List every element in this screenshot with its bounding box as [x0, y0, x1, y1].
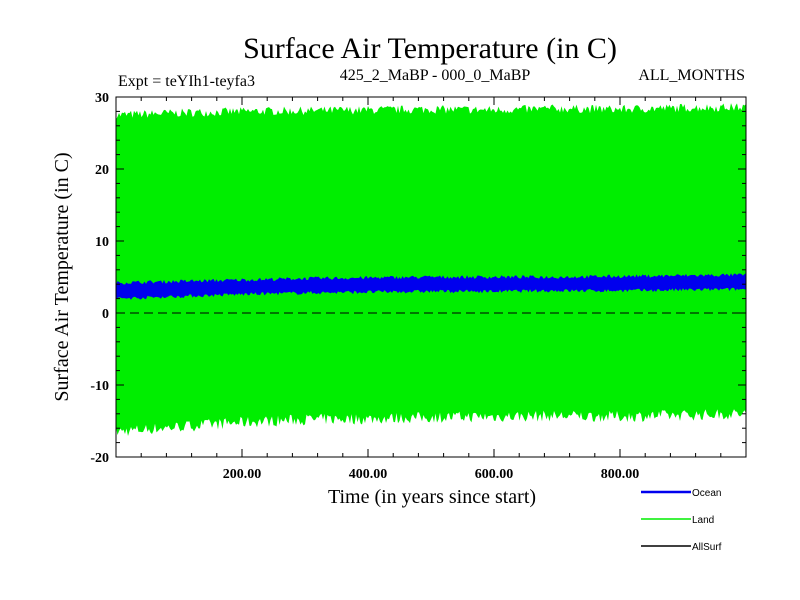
y-tick-label: 10	[95, 235, 109, 250]
subtitle-center: 425_2_MaBP - 000_0_MaBP	[340, 67, 531, 84]
legend-label-ocean: Ocean	[692, 488, 721, 499]
plot-frame	[115, 96, 747, 458]
legend: Ocean Land AllSurf	[641, 488, 722, 553]
y-tick-label: 30	[95, 91, 109, 106]
x-tick-label: 400.00	[349, 467, 388, 482]
y-tick-label: -10	[90, 379, 109, 394]
series-ocean-band	[116, 273, 746, 300]
y-tick-label: 0	[102, 307, 109, 322]
x-axis-label: Time (in years since start)	[328, 486, 536, 508]
x-tick-label: 800.00	[601, 467, 640, 482]
chart-title: Surface Air Temperature (in C)	[243, 32, 617, 65]
y-tick-label: -20	[90, 451, 109, 466]
series-land-band	[116, 103, 746, 436]
plot-area	[115, 96, 747, 458]
x-tick-label: 200.00	[223, 467, 262, 482]
y-tick-label: 20	[95, 163, 109, 178]
y-axis-label: Surface Air Temperature (in C)	[51, 152, 73, 401]
subtitle-left: Expt = teYIh1-teyfa3	[118, 73, 255, 90]
legend-label-land: Land	[692, 515, 714, 526]
series-layer	[116, 103, 746, 436]
legend-label-allsurf: AllSurf	[692, 542, 722, 553]
subtitle-right: ALL_MONTHS	[638, 67, 745, 84]
x-tick-label: 600.00	[475, 467, 514, 482]
axes: -20 -10 0 10 20 30 200.00 400.00 600.00 800.00	[90, 91, 746, 482]
